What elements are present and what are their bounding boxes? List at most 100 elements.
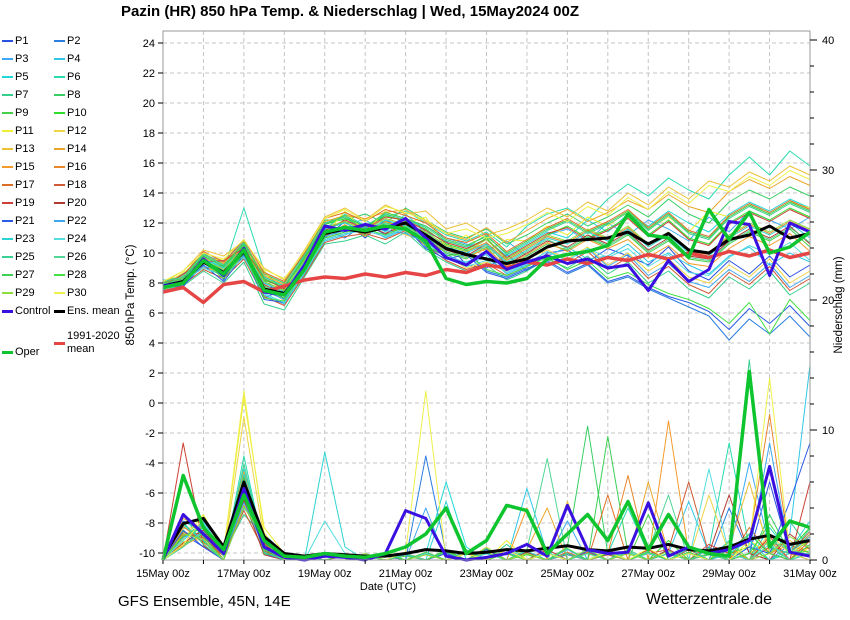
legend-item-P6: P6	[54, 70, 80, 84]
precip-tick-label: 40	[822, 35, 834, 47]
legend-item-P17-label: P17	[15, 179, 35, 192]
series-temp-P2	[162, 216, 811, 341]
legend-item-P2-color-swatch	[54, 40, 65, 43]
temp-tick-label: -10	[139, 548, 155, 560]
legend-item-P3-color-swatch	[2, 58, 13, 61]
legend-item-P7-color-swatch	[2, 94, 13, 97]
temp-tick-label: 20	[143, 98, 155, 110]
legend-item-P14-color-swatch	[54, 148, 65, 151]
legend-item-P22-color-swatch	[54, 220, 65, 223]
legend-item-P20-color-swatch	[54, 202, 65, 205]
legend-item-P10: P10	[54, 106, 87, 120]
temp-tick-label: -6	[145, 488, 155, 500]
temp-tick-label: 6	[149, 308, 155, 320]
legend-item-P21-color-swatch	[2, 220, 13, 223]
legend-item-P25-color-swatch	[2, 256, 13, 259]
legend-item-P4-color-swatch	[54, 58, 65, 61]
series-precip-oper	[161, 369, 811, 561]
legend-item-P6-color-swatch	[54, 76, 65, 79]
legend-item-P23: P23	[2, 232, 35, 246]
legend-item-P19-label: P19	[15, 197, 35, 210]
date-tick-label: 17May 00z	[217, 568, 271, 580]
temp-tick-label: 24	[143, 38, 155, 50]
legend-item-P23-color-swatch	[2, 238, 13, 241]
date-tick-label: 15May 00z	[136, 568, 190, 580]
temp-tick-label: 14	[143, 188, 155, 200]
legend-item-P29: P29	[2, 286, 35, 300]
legend-item-P13: P13	[2, 142, 35, 156]
legend-item-P13-label: P13	[15, 143, 35, 156]
temp-tick-label: 16	[143, 158, 155, 170]
watermark: Wetterzentrale.de	[646, 591, 772, 608]
series-temp-P27	[162, 201, 811, 288]
legend-item-P11: P11	[2, 124, 34, 138]
legend-item-P29-color-swatch	[2, 292, 13, 295]
legend-item-P6-label: P6	[67, 71, 81, 84]
legend-item-P19-color-swatch	[2, 202, 13, 205]
legend-item-control-color-swatch	[2, 309, 13, 313]
date-tick-label: 25May 00z	[540, 568, 594, 580]
legend-item-control-label: Control	[15, 305, 51, 318]
legend-item-P29-label: P29	[15, 287, 35, 300]
legend-item-P18-color-swatch	[54, 184, 65, 187]
temp-tick-label: 18	[143, 128, 155, 140]
legend-item-P4-label: P4	[67, 53, 81, 66]
legend-item-P9-color-swatch	[2, 112, 13, 115]
date-tick-label: 19May 00z	[298, 568, 352, 580]
legend-item-P2-label: P2	[67, 35, 81, 48]
legend: P1 P2 P3 P4 P5 P6 P7 P8 P9 P10 P11 P12 P13 P14 P15 P16 P…	[0, 0, 140, 620]
legend-item-P1-color-swatch	[2, 40, 13, 43]
temp-tick-label: 12	[143, 218, 155, 230]
precip-tick-label: 0	[822, 555, 828, 567]
legend-item-P3: P3	[2, 52, 28, 66]
legend-item-P4: P4	[54, 52, 80, 66]
legend-item-P28-color-swatch	[54, 274, 65, 277]
legend-item-P16-label: P16	[67, 161, 87, 174]
legend-item-P5-label: P5	[15, 71, 29, 84]
legend-item-P24: P24	[54, 232, 87, 246]
legend-item-P12: P12	[54, 124, 87, 138]
legend-item-P7: P7	[2, 88, 28, 102]
legend-item-P3-label: P3	[15, 53, 29, 66]
legend-item-P19: P19	[2, 196, 35, 210]
legend-item-ens-mean: Ens. mean	[54, 304, 120, 318]
temp-tick-label: 2	[149, 368, 155, 380]
legend-item-P17: P17	[2, 178, 35, 192]
legend-item-P9-label: P9	[15, 107, 29, 120]
legend-item-P14-label: P14	[67, 143, 87, 156]
temp-tick-label: 10	[143, 248, 155, 260]
legend-item-ens-mean-label: Ens. mean	[67, 305, 120, 318]
legend-item-P26-color-swatch	[54, 256, 65, 259]
y-axis-title-temp: 850 hPa Temp. (°C)	[125, 244, 137, 345]
legend-item-P27-color-swatch	[2, 274, 13, 277]
legend-item-P21: P21	[2, 214, 35, 228]
legend-item-P18-label: P18	[67, 179, 87, 192]
legend-item-P24-color-swatch	[54, 238, 65, 241]
series-temp-P28	[162, 225, 811, 335]
legend-item-P11-label: P11	[15, 125, 34, 138]
legend-item-P5-color-swatch	[2, 76, 13, 79]
y-axis-title-precip: Niederschlag (mm)	[833, 256, 845, 353]
temp-tick-label: -4	[145, 458, 155, 470]
temp-tick-label: -8	[145, 518, 155, 530]
legend-item-P24-label: P24	[67, 233, 87, 246]
legend-item-P12-color-swatch	[54, 130, 65, 133]
legend-item-P15-label: P15	[15, 161, 35, 174]
legend-item-P2: P2	[54, 34, 80, 48]
temp-tick-label: 0	[149, 398, 155, 410]
series-temp-P14	[162, 176, 811, 288]
legend-item-P16-color-swatch	[54, 166, 65, 169]
temp-tick-label: -2	[145, 428, 155, 440]
legend-item-P16: P16	[54, 160, 87, 174]
legend-item-P30: P30	[54, 286, 87, 300]
legend-item-P28-label: P28	[67, 269, 87, 282]
legend-item-P8-color-swatch	[54, 94, 65, 97]
series-temp-P4	[162, 225, 811, 305]
tick-labels: 242220181614121086420-2-4-6-8-1001020304…	[136, 35, 837, 580]
legend-item-climate-mean-label: 1991-2020 mean	[67, 330, 120, 355]
legend-item-P25-label: P25	[15, 251, 35, 264]
date-tick-label: 31May 00z	[783, 568, 837, 580]
